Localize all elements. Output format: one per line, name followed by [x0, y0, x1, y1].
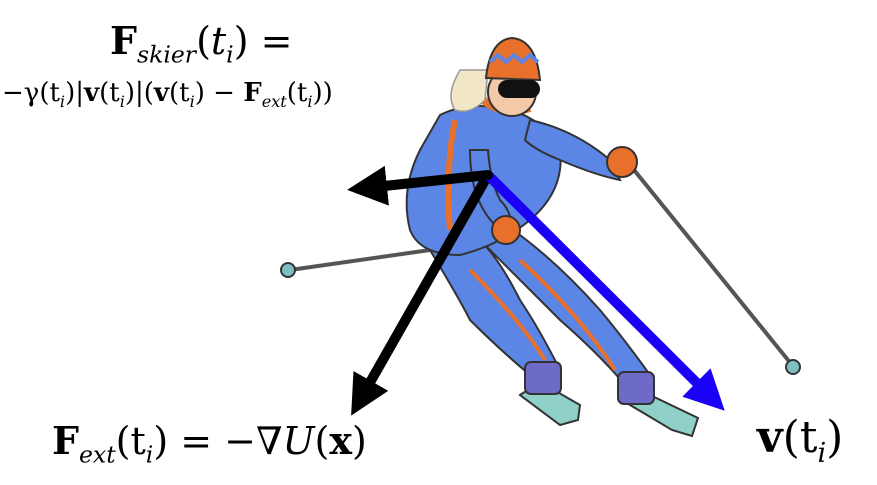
rhs-sub-3: i: [119, 92, 125, 112]
ext-part-4: ): [352, 419, 367, 463]
rhs-velocity-symbol: v: [83, 78, 100, 108]
velocity-part-1: (t: [782, 412, 818, 463]
rhs-part-8: )): [312, 78, 333, 108]
arrow-origin: [483, 170, 493, 180]
external-force-arrow: [351, 172, 493, 416]
rhs-sub-5: i: [189, 92, 195, 112]
right-pole-basket: [785, 359, 801, 375]
rhs-force-sub: ext: [261, 92, 287, 112]
skier-force-rhs: −γ(ti)|v(ti)|(v(ti) − Fext(ti)): [2, 78, 333, 111]
skier-force-arg-open: (: [196, 19, 211, 63]
beanie: [484, 36, 542, 82]
velocity-label: v(ti): [757, 412, 843, 469]
leg-stripe: [468, 268, 547, 362]
rhs-part-4: )|(: [124, 78, 154, 108]
skier-force-arg-close: ) =: [233, 19, 293, 63]
skier-illustration: [280, 36, 801, 438]
rhs-force-symbol: F: [243, 78, 262, 108]
ext-part-3: (: [314, 419, 330, 463]
hair: [450, 69, 489, 112]
velocity-sub: i: [817, 437, 827, 469]
right-glove: [606, 146, 638, 178]
left-pole-basket: [280, 262, 296, 278]
beanie-pattern: [488, 52, 540, 65]
rhs-part-0: −γ(t: [2, 78, 60, 108]
ext-force-symbol: F: [52, 418, 79, 463]
velocity-part-2: ): [826, 412, 844, 463]
rhs-part-2: )|: [65, 78, 84, 108]
left-glove: [491, 215, 521, 245]
rhs-velocity-symbol-2: v: [153, 78, 169, 108]
ext-position-symbol: x: [329, 418, 353, 463]
rhs-sub-1: i: [59, 92, 66, 112]
arrows: [347, 165, 725, 416]
velocity-symbol: v: [757, 412, 783, 463]
torso-stripe: [445, 119, 458, 231]
skier-force-symbol: F: [110, 18, 137, 63]
skier-force-arg-var: t: [210, 19, 227, 63]
ext-sub-1: i: [145, 440, 154, 469]
velocity-arrow: [484, 171, 725, 411]
ext-part-1: (t: [115, 419, 146, 463]
rhs-sub-7: i: [307, 92, 313, 112]
rhs-part-6: ) −: [194, 78, 244, 108]
skier-force-subscript: skier: [136, 40, 197, 69]
ext-potential-symbol: U: [282, 419, 315, 463]
right-ski-pole: [628, 163, 794, 367]
skier-force-label: Fskier(ti) =: [110, 18, 292, 69]
right-boot: [617, 371, 655, 405]
skier-force-arrow: [347, 165, 489, 206]
leg-stripe-2: [518, 258, 617, 372]
right-arm: [523, 118, 622, 182]
ext-force-sub: ext: [78, 440, 116, 469]
ext-part-2: ) = −∇: [153, 419, 283, 463]
rhs-part-3: (t: [99, 78, 120, 108]
goggles: [498, 80, 540, 98]
skier-force-arg-sub: i: [226, 40, 234, 69]
rhs-part-5: (t: [169, 78, 190, 108]
external-force-label: Fext(ti) = −∇U(x): [52, 418, 367, 469]
left-boot: [524, 361, 562, 395]
rhs-part-7: (t: [286, 78, 308, 108]
